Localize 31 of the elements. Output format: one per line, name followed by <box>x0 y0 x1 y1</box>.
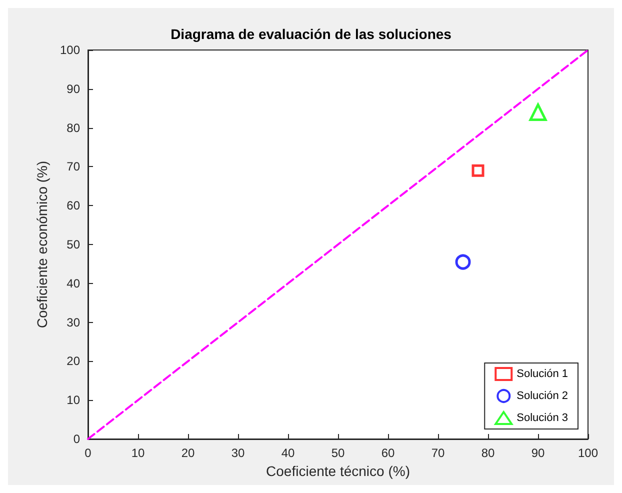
chart-title: Diagrama de evaluación de las soluciones <box>170 26 452 42</box>
x-axis-title: Coeficiente técnico (%) <box>266 462 410 479</box>
x-tick-label: 0 <box>84 446 92 460</box>
legend-label: Solución 3 <box>516 412 568 424</box>
point <box>455 254 471 270</box>
x-tick-label: 70 <box>431 446 445 460</box>
point <box>472 164 484 177</box>
x-tick-label: 80 <box>481 446 495 460</box>
x-tick-label: 20 <box>181 446 195 460</box>
y-tick-label: 0 <box>73 432 80 446</box>
x-tick-label: 40 <box>281 446 295 460</box>
legend-label: Solución 2 <box>516 390 568 402</box>
legend-label: Solución 1 <box>516 368 568 380</box>
y-tick-label: 80 <box>66 120 80 135</box>
y-tick-label: 90 <box>66 82 80 96</box>
x-tick-label: 10 <box>131 446 145 460</box>
x-tick-label: 90 <box>531 446 545 460</box>
x-tick-label: 30 <box>231 446 245 460</box>
y-tick-label: 30 <box>66 315 80 330</box>
y-tick-label: 100 <box>60 43 80 57</box>
y-tick-label: 10 <box>66 393 80 408</box>
y-axis-title: Coeficiente económico (%) <box>34 160 50 328</box>
y-tick-label: 50 <box>66 238 80 252</box>
y-tick-label: 40 <box>66 276 80 290</box>
y-tick-label: 60 <box>66 198 80 213</box>
y-tick-label: 20 <box>66 354 80 368</box>
point <box>529 103 547 121</box>
x-tick-label: 60 <box>381 446 395 460</box>
y-tick-label: 70 <box>66 160 80 174</box>
x-tick-label: 50 <box>331 446 345 460</box>
x-tick-label: 100 <box>578 446 598 460</box>
